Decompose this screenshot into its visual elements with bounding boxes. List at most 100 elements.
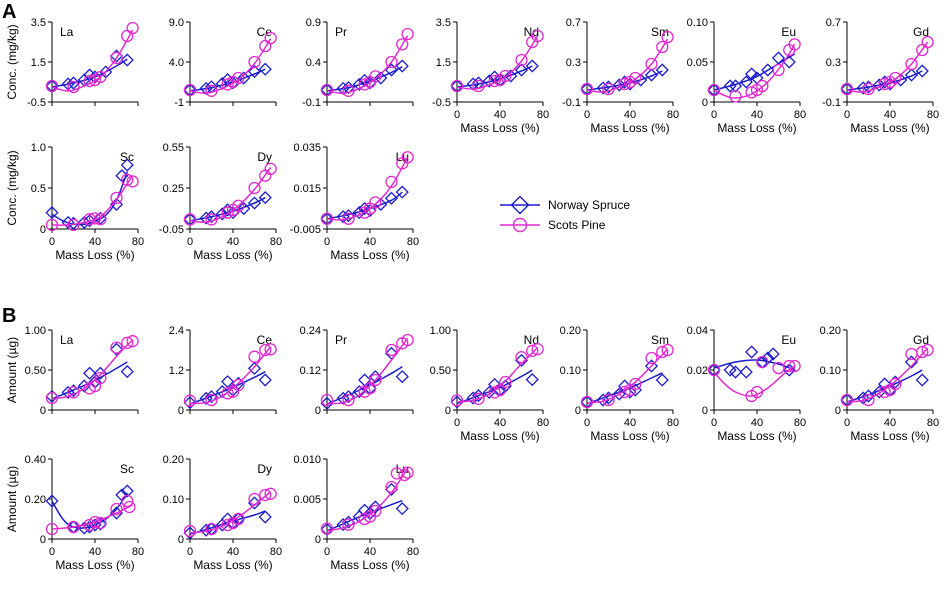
data-point xyxy=(766,347,780,361)
data-point xyxy=(93,366,107,380)
data-point xyxy=(259,39,272,53)
data-point xyxy=(655,373,669,387)
data-point xyxy=(83,74,96,88)
data-point xyxy=(514,353,529,367)
data-point xyxy=(915,373,929,387)
data-point xyxy=(515,53,528,67)
y-tick-label: 0.20 xyxy=(25,494,46,506)
data-point xyxy=(248,55,261,69)
data-point xyxy=(66,520,81,534)
series-scots-pine xyxy=(183,162,277,226)
data-point xyxy=(525,373,539,387)
y-tick-label: 0.50 xyxy=(430,365,451,377)
x-tick-label: 0 xyxy=(49,236,55,248)
data-point xyxy=(369,196,382,209)
data-point xyxy=(264,343,277,356)
element-label: Nd xyxy=(524,333,539,347)
fit-curve xyxy=(846,41,929,93)
subplot-a-la: -0.5 1.5 3.5 La Conc. (mg/kg) xyxy=(5,17,139,109)
data-point xyxy=(83,366,97,380)
data-point xyxy=(358,503,372,517)
data-point xyxy=(83,68,97,82)
data-point xyxy=(921,35,934,49)
y-tick-label: -0.05 xyxy=(159,224,184,236)
data-point xyxy=(183,83,197,97)
data-point xyxy=(45,494,59,508)
element-label: Nd xyxy=(524,25,539,39)
x-tick-label: 80 xyxy=(537,417,549,429)
data-point xyxy=(237,71,251,85)
data-point xyxy=(121,336,134,349)
y-tick-label: 0.02 xyxy=(687,365,708,377)
x-tick-label: 80 xyxy=(927,417,939,429)
data-point xyxy=(342,393,355,407)
x-tick-label: 80 xyxy=(270,546,282,558)
fit-curve xyxy=(846,347,929,403)
data-point xyxy=(472,79,485,93)
series-scots-pine xyxy=(707,38,801,103)
data-point xyxy=(264,487,277,500)
data-point xyxy=(921,343,934,357)
y-tick-label: 2.4 xyxy=(169,325,184,337)
data-point xyxy=(259,488,272,502)
data-point xyxy=(656,40,669,54)
y-tick-label: 0.25 xyxy=(163,183,184,195)
data-point xyxy=(504,69,518,83)
x-tick-label: 80 xyxy=(794,109,806,121)
y-tick-label: 1.00 xyxy=(25,325,46,337)
y-tick-label: 0 xyxy=(40,534,46,546)
subplot-a-sm: -0.1 0.3 0.7 0 40 80 Sm Mass Loss (%) xyxy=(562,17,679,135)
data-point xyxy=(126,175,139,188)
data-point xyxy=(320,396,334,410)
y-tick-label: -0.5 xyxy=(432,97,451,109)
x-tick-label: 40 xyxy=(884,109,896,121)
series-norway-spruce xyxy=(450,353,539,409)
y-tick-label: 3.5 xyxy=(31,17,46,29)
y-tick-label: 3.5 xyxy=(436,17,451,29)
data-point xyxy=(450,79,464,93)
y-tick-label: 0.3 xyxy=(826,57,841,69)
fit-curve xyxy=(51,29,134,92)
data-point xyxy=(655,63,669,77)
series-scots-pine xyxy=(320,333,414,407)
fit-curve xyxy=(713,44,796,99)
x-axis-label: Mass Loss (%) xyxy=(590,121,669,135)
fit-curve xyxy=(586,38,669,93)
x-tick-label: 0 xyxy=(711,109,717,121)
data-point xyxy=(369,504,382,518)
x-axis-label: Mass Loss (%) xyxy=(460,429,539,443)
data-point xyxy=(94,516,107,530)
y-tick-label: 0.12 xyxy=(300,365,321,377)
x-tick-label: 80 xyxy=(667,109,679,121)
data-point xyxy=(618,385,631,399)
element-label: Ce xyxy=(257,333,273,347)
data-point xyxy=(580,82,594,96)
data-point xyxy=(221,78,234,91)
data-point xyxy=(788,38,801,51)
data-point xyxy=(45,218,59,232)
data-point xyxy=(840,393,854,407)
legend-label-pine: Scots Pine xyxy=(548,218,606,232)
x-tick-label: 0 xyxy=(187,236,193,248)
data-point xyxy=(248,492,261,506)
element-label: Pr xyxy=(335,25,347,39)
x-axis-label: Mass Loss (%) xyxy=(330,248,409,262)
data-point xyxy=(66,76,81,90)
series-norway-spruce xyxy=(183,496,272,540)
x-tick-label: 0 xyxy=(844,109,850,121)
y-tick-label: 0 xyxy=(178,405,184,417)
series-norway-spruce xyxy=(840,355,929,407)
y-tick-label: 0 xyxy=(40,405,46,417)
x-tick-label: 40 xyxy=(624,109,636,121)
data-point xyxy=(77,73,91,87)
x-tick-label: 0 xyxy=(454,417,460,429)
data-point xyxy=(661,343,674,357)
data-point xyxy=(396,38,409,51)
y-tick-label: 0.55 xyxy=(163,142,184,154)
subplot-b-dy: 0 0.10 0.20 0 40 80 Dy Mass Loss (%) xyxy=(163,454,283,572)
y-tick-label: 0.015 xyxy=(293,183,321,195)
data-point xyxy=(707,363,721,377)
data-point xyxy=(745,67,759,81)
data-point xyxy=(232,512,245,526)
y-tick-label: 0.3 xyxy=(566,57,581,69)
